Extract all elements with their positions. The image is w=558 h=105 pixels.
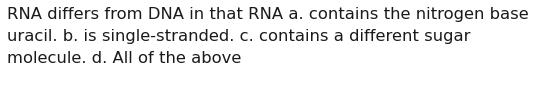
Text: RNA differs from DNA in that RNA a. contains the nitrogen base
uracil. b. is sin: RNA differs from DNA in that RNA a. cont… — [7, 7, 529, 66]
